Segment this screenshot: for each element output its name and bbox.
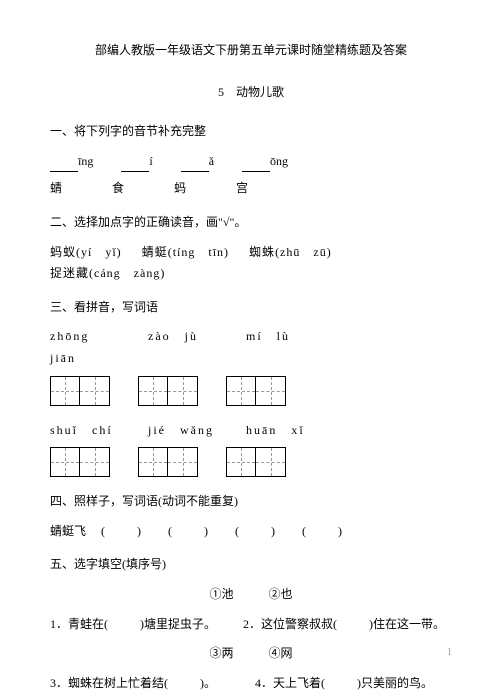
- q3-header: 三、看拼音，写词语: [50, 297, 452, 319]
- tian-cell: [168, 376, 198, 406]
- q2-header: 二、选择加点字的正确读音，画"√"。: [50, 212, 452, 234]
- question-5: 五、选字填空(填序号) ①池 ②也 1．青蛙在()塘里捉虫子。 2．这位警察叔叔…: [50, 554, 452, 694]
- q5-options: ③两 ④网: [50, 643, 452, 665]
- blank: [242, 157, 270, 172]
- q3-pinyin: shuǐ chí: [50, 420, 128, 442]
- q1-char: 食: [112, 178, 124, 200]
- tian-cell: [226, 376, 256, 406]
- q3-pinyin: huān xǐ: [246, 420, 324, 442]
- q1-pinyin-item: īng: [50, 151, 93, 173]
- q2-line: 蚂蚁(yí yǐ) 蜻蜓(tíng tīn) 蜘蛛(zhū zū) 捉迷藏(cá…: [50, 242, 452, 285]
- tian-cell: [80, 376, 110, 406]
- q3-pinyin-row: shuǐ chí jié wǎng huān xǐ: [50, 420, 452, 442]
- tian-grid: [50, 376, 110, 406]
- q5-header: 五、选字填空(填序号): [50, 554, 452, 576]
- q5-text: 1．青蛙在()塘里捉虫子。: [50, 614, 216, 636]
- tian-cell: [50, 376, 80, 406]
- q3-pinyin: zhōng jiān: [50, 326, 128, 369]
- tian-grid: [138, 376, 198, 406]
- q5-options: ①池 ②也: [50, 584, 452, 606]
- blank: [50, 157, 78, 172]
- question-3: 三、看拼音，写词语 zhōng jiān zào jù mí lù shuǐ c…: [50, 297, 452, 477]
- tian-grid: [138, 447, 198, 477]
- q2-item: 蜻蜓(tíng tīn): [142, 242, 229, 264]
- tian-cell: [226, 447, 256, 477]
- q1-header: 一、将下列字的音节补充完整: [50, 121, 452, 143]
- q1-char: 宫: [236, 178, 248, 200]
- q1-pinyin-item: ōng: [242, 151, 288, 173]
- blank: [181, 157, 209, 172]
- tian-grid: [50, 447, 110, 477]
- q3-pinyin-row: zhōng jiān zào jù mí lù: [50, 326, 452, 369]
- q1-char: 蜻: [50, 178, 62, 200]
- q5-text: 2．这位警察叔叔()住在这一带。: [243, 614, 445, 636]
- q1-char: 蚂: [174, 178, 186, 200]
- q5-opt: ①池: [209, 584, 233, 606]
- q5-text: 3．蜘蛛在树上忙着结()。: [50, 673, 216, 694]
- q5-opt: ②也: [269, 584, 293, 606]
- q4-example: 蜻蜓飞: [50, 524, 86, 538]
- tian-cell: [138, 447, 168, 477]
- q1-char-row: 蜻 食 蚂 宫: [50, 178, 452, 200]
- q5-text: 4．天上飞着()只美丽的鸟。: [255, 673, 433, 694]
- question-2: 二、选择加点字的正确读音，画"√"。 蚂蚁(yí yǐ) 蜻蜓(tíng tīn…: [50, 212, 452, 285]
- question-4: 四、照样子，写词语(动词不能重复) 蜻蜓飞 () () () (): [50, 491, 452, 542]
- doc-title: 部编人教版一年级语文下册第五单元课时随堂精练题及答案: [50, 40, 452, 62]
- blank: [121, 157, 149, 172]
- q1-pinyin-item: í: [121, 151, 152, 173]
- tian-grid: [226, 376, 286, 406]
- q5-opt: ④网: [269, 643, 293, 665]
- q3-grid-row: [50, 376, 452, 406]
- q3-pinyin: mí lù: [246, 326, 324, 369]
- q3-grid-row: [50, 447, 452, 477]
- q3-pinyin: jié wǎng: [148, 420, 226, 442]
- tian-grid: [226, 447, 286, 477]
- q5-line: 1．青蛙在()塘里捉虫子。 2．这位警察叔叔()住在这一带。: [50, 614, 452, 636]
- q1-pinyin-item: ǎ: [181, 151, 214, 173]
- q4-line: 蜻蜓飞 () () () (): [50, 521, 452, 543]
- question-1: 一、将下列字的音节补充完整 īng í ǎ ōng 蜻 食 蚂 宫: [50, 121, 452, 200]
- tian-cell: [80, 447, 110, 477]
- q2-item: 蚂蚁(yí yǐ): [50, 242, 122, 264]
- q1-pinyin-row: īng í ǎ ōng: [50, 151, 452, 173]
- tian-cell: [168, 447, 198, 477]
- q2-item: 捉迷藏(cáng zàng): [50, 263, 165, 285]
- q5-opt: ③两: [209, 643, 233, 665]
- q2-item: 蜘蛛(zhū zū): [249, 242, 332, 264]
- tian-cell: [138, 376, 168, 406]
- q4-header: 四、照样子，写词语(动词不能重复): [50, 491, 452, 513]
- q3-pinyin: zào jù: [148, 326, 226, 369]
- tian-cell: [50, 447, 80, 477]
- lesson-title: 5 动物儿歌: [50, 82, 452, 104]
- tian-cell: [256, 376, 286, 406]
- page-number: 1: [447, 644, 452, 662]
- tian-cell: [256, 447, 286, 477]
- q5-line: 3．蜘蛛在树上忙着结()。 4．天上飞着()只美丽的鸟。: [50, 673, 452, 694]
